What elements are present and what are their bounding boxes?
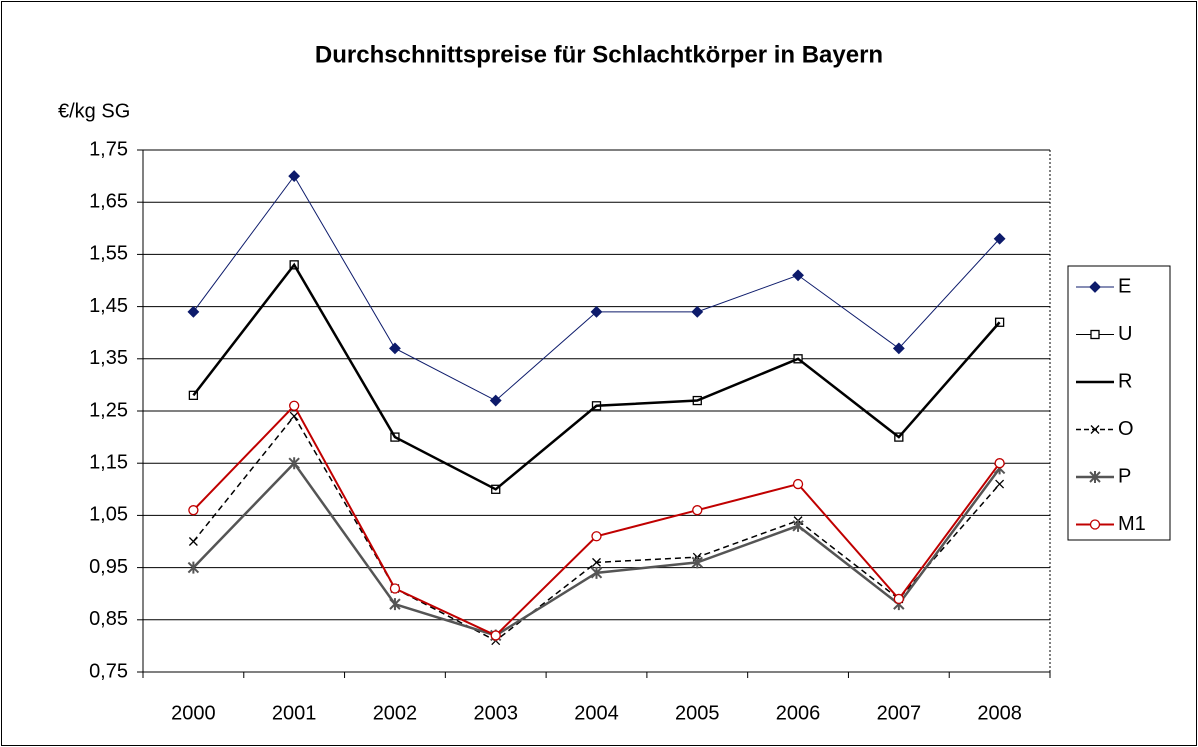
y-tick-label: 1,65 [89, 190, 128, 212]
y-tick-label: 0,85 [89, 608, 128, 630]
legend-label: M1 [1118, 513, 1146, 535]
y-tick-label: 0,95 [89, 556, 128, 578]
x-tick-label: 2002 [373, 702, 418, 724]
data-point [792, 269, 804, 282]
legend-label: U [1118, 323, 1132, 345]
y-tick-label: 1,45 [89, 295, 128, 317]
x-tick-label: 2001 [272, 702, 317, 724]
y-tick-label: 0,75 [89, 660, 128, 682]
data-point [590, 305, 603, 318]
data-point [489, 394, 502, 407]
legend-marker [1089, 471, 1101, 483]
y-axis-label: €/kg SG [58, 100, 130, 122]
legend-marker [1089, 281, 1101, 293]
y-tick-label: 1,55 [89, 243, 128, 265]
legend-marker [1090, 425, 1100, 434]
legend-label: R [1118, 370, 1132, 392]
x-tick-label: 2000 [171, 702, 216, 724]
data-point [792, 478, 804, 490]
series-line [192, 262, 1001, 491]
legend [1067, 265, 1171, 541]
legend-marker [1090, 329, 1100, 340]
data-point [691, 556, 703, 569]
legend-label: O [1118, 418, 1134, 440]
y-tick-label: 1,15 [89, 451, 128, 473]
data-point [691, 305, 704, 318]
data-point [893, 593, 904, 605]
y-tick-label: 1,35 [89, 347, 128, 369]
data-point [692, 505, 703, 516]
legend-label: E [1118, 275, 1131, 297]
legend-label: P [1118, 465, 1131, 487]
y-tick-label: 1,05 [89, 504, 128, 526]
x-tick-label: 2005 [675, 702, 720, 724]
x-tick-label: 2006 [776, 702, 821, 724]
data-point [490, 630, 501, 641]
data-point [188, 505, 199, 516]
data-point [591, 531, 602, 542]
data-point [188, 537, 198, 546]
data-point [389, 342, 401, 355]
data-point [389, 598, 401, 611]
data-point [187, 561, 200, 574]
data-point [590, 566, 603, 579]
chart-title: Durchschnittspreise für Schlachtkörper i… [315, 41, 883, 68]
data-point [995, 479, 1005, 489]
data-point [187, 305, 200, 318]
x-tick-label: 2007 [877, 702, 922, 724]
data-point [289, 400, 300, 411]
data-point [288, 457, 300, 470]
data-point [592, 557, 601, 567]
data-point [892, 342, 905, 355]
x-tick-label: 2004 [574, 702, 619, 724]
x-tick-label: 2008 [977, 702, 1022, 724]
y-tick-label: 1,75 [89, 138, 128, 160]
data-point [389, 583, 401, 594]
data-point [289, 411, 299, 421]
data-point [792, 519, 804, 532]
data-point [288, 170, 301, 183]
data-point [993, 232, 1006, 245]
x-tick-label: 2003 [473, 702, 518, 724]
y-tick-label: 1,25 [89, 399, 128, 421]
legend-marker [1089, 519, 1101, 530]
data-point [994, 458, 1005, 469]
